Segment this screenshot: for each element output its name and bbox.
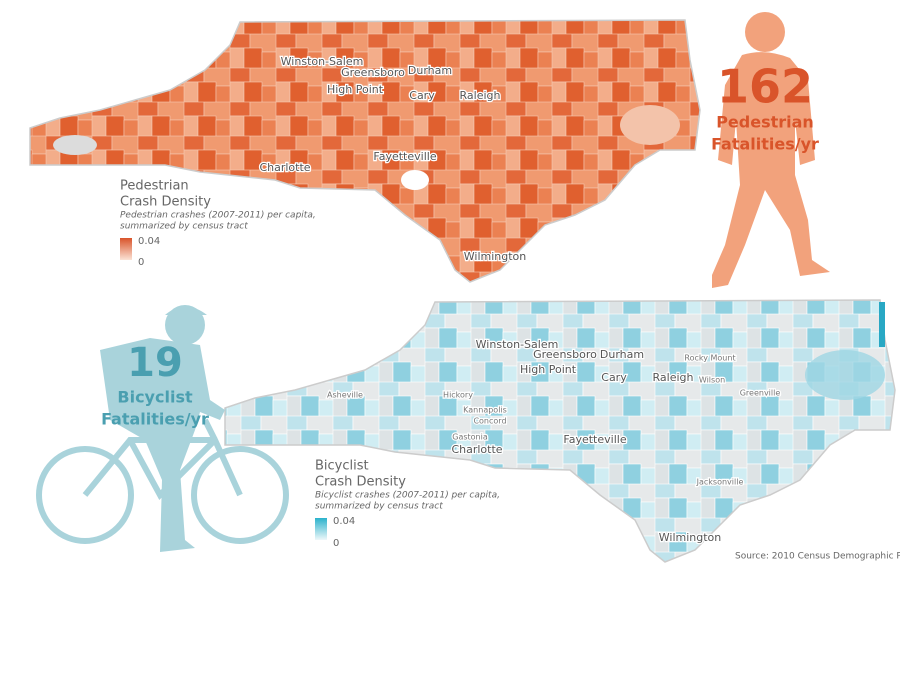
stat-label: Bicyclist bbox=[117, 388, 193, 407]
city-label: High Point bbox=[327, 83, 384, 96]
legend-max: 0.04 bbox=[333, 516, 355, 527]
pedestrian-map bbox=[29, 19, 701, 283]
city-label: Cary bbox=[601, 371, 627, 384]
city-label: Raleigh bbox=[460, 89, 501, 102]
legend-title: Bicyclist bbox=[315, 459, 369, 474]
legend-note: summarized by census tract bbox=[120, 222, 248, 232]
stat-number: 162 bbox=[717, 60, 813, 114]
legend-gradient bbox=[315, 518, 327, 540]
city-label: Fayetteville bbox=[373, 150, 436, 163]
city-label: Fayetteville bbox=[563, 433, 626, 446]
legend-min: 0 bbox=[138, 257, 144, 268]
city-label: Greensboro bbox=[533, 348, 597, 361]
city-label: Greensboro bbox=[341, 66, 405, 79]
city-label: Winston-Salem bbox=[476, 338, 559, 351]
stat-label: Pedestrian bbox=[716, 113, 814, 132]
legend-gradient bbox=[120, 238, 132, 260]
stat-label: Fatalities/yr bbox=[101, 410, 209, 429]
legend-title: Pedestrian bbox=[120, 179, 189, 194]
city-label: Wilmington bbox=[464, 250, 527, 263]
legend-note: Bicyclist crashes (2007-2011) per capita… bbox=[315, 491, 500, 501]
city-label: Rocky Mount bbox=[684, 354, 735, 363]
city-label: Hickory bbox=[443, 391, 473, 400]
city-label: Charlotte bbox=[259, 161, 310, 174]
legend-min: 0 bbox=[333, 538, 339, 549]
pedestrian-silhouette bbox=[712, 12, 830, 288]
city-label: Wilmington bbox=[659, 531, 722, 544]
pedestrian-cities: Winston-Salem Greensboro High Point Durh… bbox=[258, 54, 527, 265]
legend-title: Crash Density bbox=[315, 475, 406, 490]
legend-note: Pedestrian crashes (2007-2011) per capit… bbox=[120, 211, 316, 221]
bicyclist-map bbox=[224, 299, 896, 563]
city-label: High Point bbox=[520, 363, 577, 376]
stat-number: 19 bbox=[127, 340, 183, 386]
bicyclist-stat: 19 Bicyclist Fatalities/yr bbox=[101, 340, 209, 429]
city-label: Cary bbox=[409, 89, 435, 102]
bicyclist-legend: Bicyclist Crash Density Bicyclist crashe… bbox=[315, 459, 500, 549]
city-label: Asheville bbox=[327, 391, 363, 400]
bicyclist-cities: Winston-Salem Greensboro High Point Durh… bbox=[326, 337, 782, 546]
city-label: Concord bbox=[473, 417, 506, 426]
city-label: Raleigh bbox=[653, 371, 694, 384]
city-label: Charlotte bbox=[451, 443, 502, 456]
pedestrian-stat: 162 Pedestrian Fatalities/yr bbox=[711, 60, 819, 154]
stat-label: Fatalities/yr bbox=[711, 135, 819, 154]
city-label: Winston-Salem bbox=[281, 55, 364, 68]
legend-title: Crash Density bbox=[120, 195, 211, 210]
city-label: Gastonia bbox=[452, 433, 488, 442]
source: Source: 2010 Census Demographic Pro bbox=[735, 552, 900, 562]
legend-max: 0.04 bbox=[138, 236, 160, 247]
bicyclist-silhouette bbox=[36, 305, 289, 552]
city-label: Durham bbox=[600, 348, 644, 361]
city-label: Durham bbox=[408, 64, 452, 77]
city-label: Kannapolis bbox=[463, 406, 507, 415]
legend-note: summarized by census tract bbox=[315, 502, 443, 512]
pedestrian-legend: Pedestrian Crash Density Pedestrian cras… bbox=[120, 179, 316, 268]
city-label: Jacksonville bbox=[696, 478, 744, 487]
city-label: Wilson bbox=[699, 376, 725, 385]
city-label: Greenville bbox=[740, 389, 781, 398]
